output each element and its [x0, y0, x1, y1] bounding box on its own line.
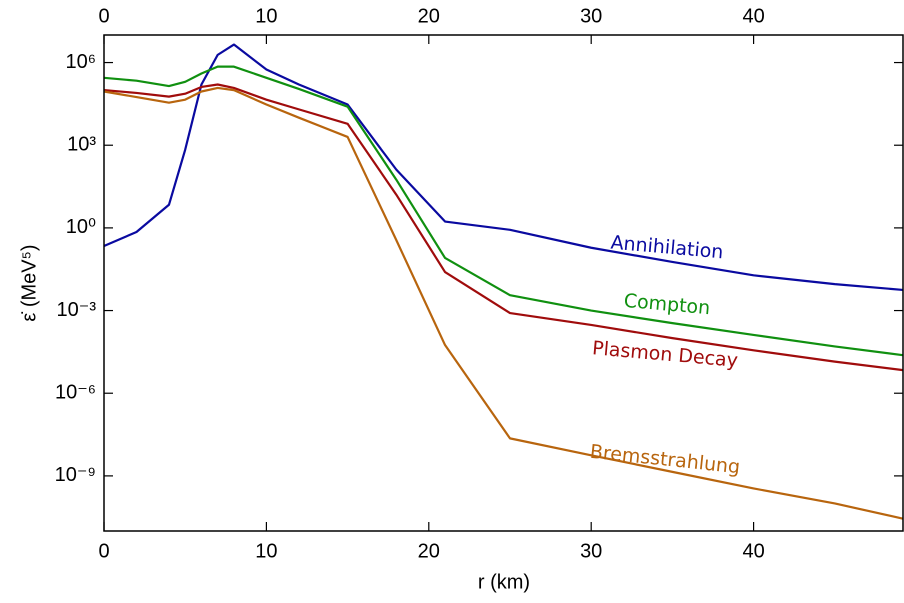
plot-frame: [103, 34, 904, 532]
x-tick-label: 10: [255, 540, 277, 562]
x-axis-label: r (km): [478, 571, 530, 593]
series-label: Compton: [623, 290, 711, 319]
x-tick-label-top: 30: [580, 5, 602, 27]
series-line: [103, 65, 904, 357]
series-label: Plasmon Decay: [591, 337, 739, 372]
y-tick-label: 10⁰: [66, 216, 96, 238]
x-tick-label: 40: [742, 540, 764, 562]
y-tick-label: 10³: [67, 134, 96, 156]
series-label: Annihilation: [610, 232, 724, 264]
series-line: [103, 86, 904, 520]
series-line: [103, 43, 904, 292]
y-tick-label: 10⁻⁹: [55, 464, 96, 486]
y-tick-label: 10⁻³: [57, 299, 97, 321]
y-axis-label: ε̇ (MeV⁵): [18, 244, 40, 321]
x-tick-label-top: 0: [98, 5, 109, 27]
x-tick-label: 0: [98, 540, 109, 562]
x-tick-label: 20: [418, 540, 440, 562]
y-tick-label: 10⁻⁶: [55, 382, 96, 404]
x-tick-label-top: 20: [418, 5, 440, 27]
series-label: Bremsstrahlung: [589, 441, 741, 479]
y-tick-label: 10⁶: [66, 51, 96, 73]
x-tick-label: 30: [580, 540, 602, 562]
x-tick-label-top: 10: [255, 5, 277, 27]
x-tick-label-top: 40: [742, 5, 764, 27]
series-line: [103, 83, 904, 372]
